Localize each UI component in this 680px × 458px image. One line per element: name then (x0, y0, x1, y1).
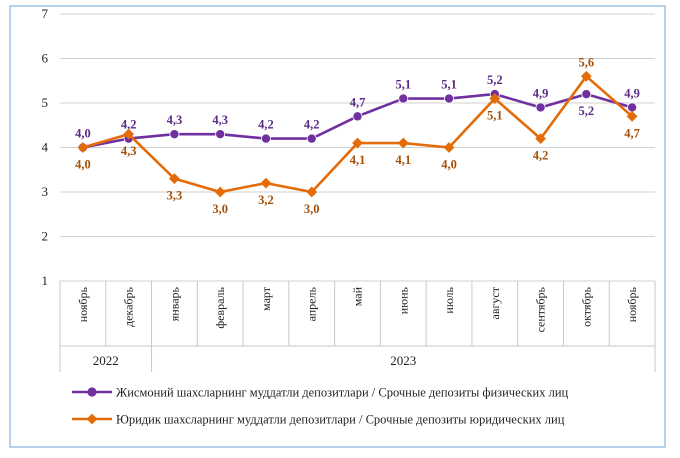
data-label: 5,1 (441, 78, 457, 92)
data-label: 4,3 (121, 144, 137, 158)
data-point-marker (77, 142, 89, 153)
x-category-label: март (259, 286, 273, 311)
x-category-label: декабрь (122, 286, 136, 327)
data-label: 5,1 (487, 109, 503, 123)
data-label: 4,9 (533, 86, 549, 100)
data-label: 4,3 (167, 113, 183, 127)
data-label: 5,2 (579, 104, 595, 118)
x-category-label: июль (442, 286, 456, 313)
data-label: 4,9 (624, 86, 640, 100)
data-label: 3,0 (212, 202, 228, 216)
y-tick-label: 4 (42, 140, 49, 155)
data-label: 4,2 (304, 118, 320, 132)
chart-border (9, 5, 666, 448)
data-point-marker (352, 111, 363, 122)
x-category-label: апрель (305, 286, 319, 321)
data-label: 4,0 (441, 158, 457, 172)
x-category-label: октябрь (579, 286, 593, 326)
data-label: 4,2 (533, 149, 549, 163)
legend-label: Юридик шахсларнинг муддатли депозитлари … (116, 413, 565, 427)
data-label: 4,2 (121, 118, 137, 132)
y-tick-label: 6 (42, 51, 49, 66)
y-tick-label: 3 (42, 184, 49, 199)
data-label: 4,0 (75, 127, 91, 141)
y-tick-label: 2 (42, 229, 49, 244)
data-point-marker (397, 137, 409, 149)
y-tick-label: 7 (42, 6, 49, 21)
data-point-marker (306, 186, 318, 198)
x-category-label: ноябрь (625, 286, 639, 322)
x-category-label: январь (167, 286, 181, 321)
y-tick-label: 5 (42, 95, 49, 110)
data-point-marker (580, 70, 592, 82)
year-label: 2023 (390, 353, 416, 368)
data-point-marker (535, 133, 546, 144)
data-label: 4,1 (395, 153, 411, 167)
year-label: 2022 (93, 353, 119, 368)
x-category-label: август (488, 286, 502, 319)
data-label: 4,7 (350, 95, 366, 109)
legend-marker (86, 413, 98, 425)
y-tick-label: 1 (42, 273, 49, 288)
data-point-marker (444, 93, 455, 104)
data-label: 4,1 (350, 153, 366, 167)
data-point-marker (260, 177, 272, 189)
x-category-label: сентябрь (534, 286, 548, 332)
data-label: 4,0 (75, 158, 91, 172)
data-point-marker (398, 93, 409, 104)
data-point-marker (169, 129, 180, 140)
data-label: 3,0 (304, 202, 320, 216)
data-label: 5,6 (579, 55, 595, 69)
data-label: 4,2 (258, 118, 274, 132)
data-point-marker (352, 137, 363, 149)
data-label: 4,7 (624, 126, 640, 140)
data-label: 5,2 (487, 73, 503, 87)
data-point-marker (169, 173, 180, 185)
data-point-marker (123, 128, 135, 140)
data-point-marker (306, 133, 317, 144)
data-point-marker (627, 102, 638, 113)
data-point-marker (215, 129, 226, 140)
data-label: 3,2 (258, 193, 274, 207)
data-label: 4,3 (212, 113, 228, 127)
data-point-marker (214, 186, 226, 198)
data-point-marker (581, 89, 592, 100)
data-point-marker (626, 110, 638, 122)
data-label: 5,1 (395, 78, 411, 92)
x-category-label: февраль (213, 286, 227, 328)
x-category-label: ноябрь (76, 286, 90, 322)
data-point-marker (443, 142, 455, 153)
data-point-marker (489, 93, 501, 104)
x-category-label: май (351, 286, 365, 306)
data-point-marker (535, 102, 546, 113)
x-category-label: июнь (396, 286, 410, 314)
legend-marker (87, 387, 97, 397)
data-label: 3,3 (167, 189, 183, 203)
legend-label: Жисмоний шахсларнинг муддатли депозитлар… (116, 386, 569, 400)
data-point-marker (260, 133, 271, 144)
